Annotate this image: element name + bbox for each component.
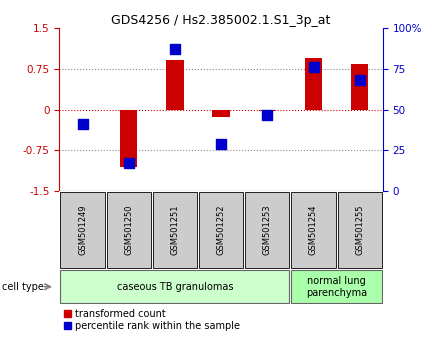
Bar (199, 192, 243, 268)
Text: GSM501253: GSM501253 (263, 205, 272, 256)
Bar (166, 60, 183, 110)
Bar (259, 110, 276, 112)
Bar (60, 270, 290, 303)
Bar (106, 192, 151, 268)
Bar (351, 64, 368, 110)
Text: GSM501252: GSM501252 (216, 205, 226, 255)
Text: GSM501250: GSM501250 (124, 205, 133, 255)
Legend: transformed count, percentile rank within the sample: transformed count, percentile rank withi… (64, 309, 240, 331)
Text: GSM501249: GSM501249 (78, 205, 87, 255)
Bar (213, 110, 230, 117)
Text: GSM501251: GSM501251 (170, 205, 180, 255)
Bar (245, 192, 290, 268)
Point (79, 121, 86, 127)
Title: GDS4256 / Hs2.385002.1.S1_3p_at: GDS4256 / Hs2.385002.1.S1_3p_at (111, 14, 331, 27)
Text: normal lung
parenchyma: normal lung parenchyma (306, 276, 367, 298)
Bar (291, 192, 336, 268)
Point (310, 64, 317, 70)
Bar (291, 270, 382, 303)
Bar (305, 58, 322, 110)
Bar (337, 192, 382, 268)
Point (356, 78, 363, 83)
Bar (120, 110, 137, 167)
Point (172, 47, 179, 52)
Point (218, 141, 225, 147)
Bar (60, 192, 105, 268)
Text: caseous TB granulomas: caseous TB granulomas (117, 282, 233, 292)
Text: GSM501255: GSM501255 (355, 205, 364, 255)
Text: cell type: cell type (2, 282, 44, 292)
Point (264, 112, 271, 118)
Point (125, 161, 132, 166)
Bar (153, 192, 197, 268)
Text: GSM501254: GSM501254 (309, 205, 318, 255)
